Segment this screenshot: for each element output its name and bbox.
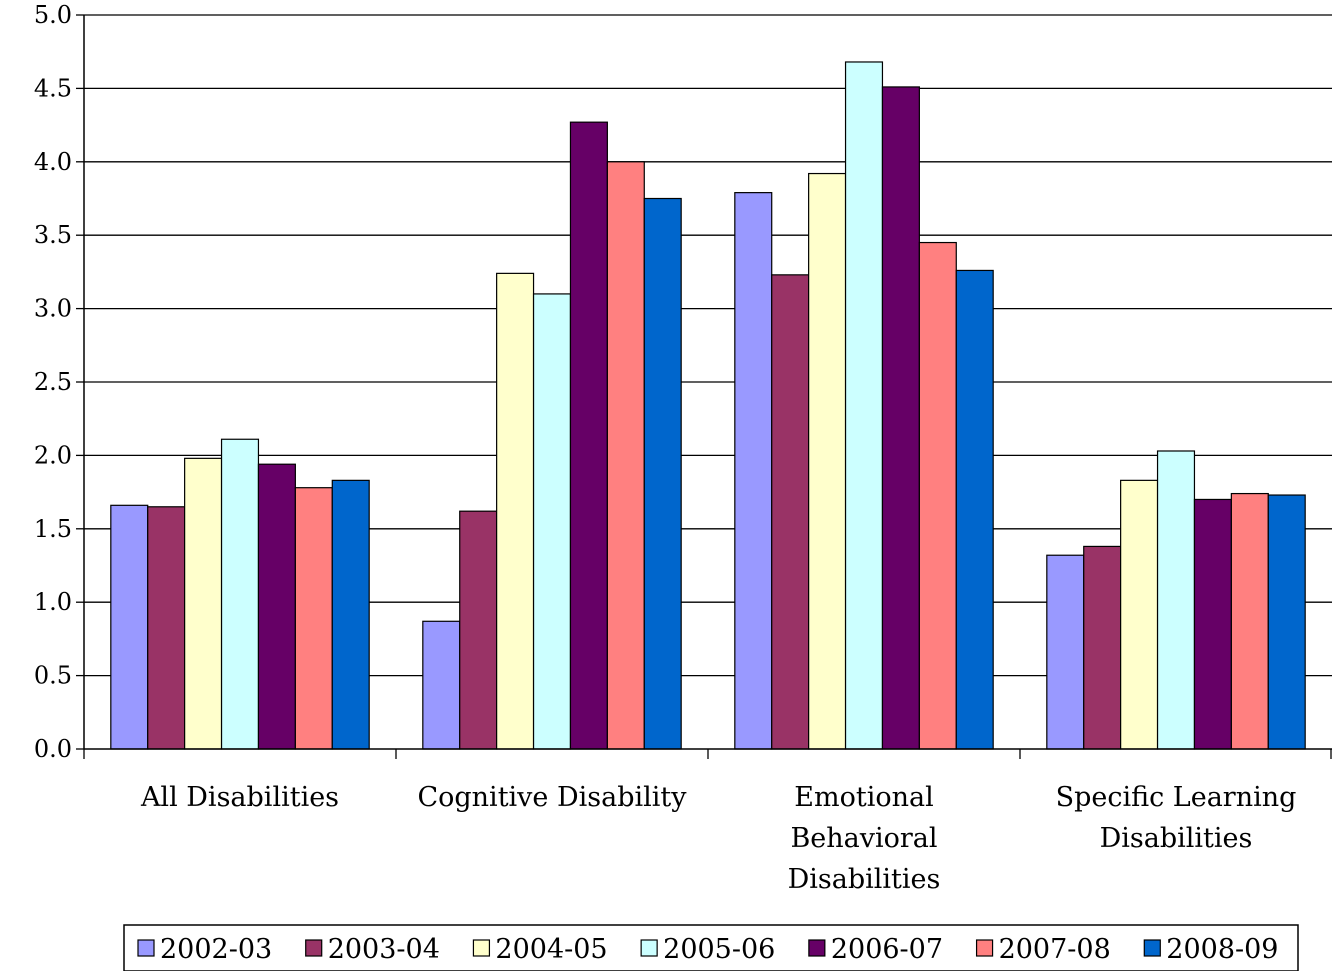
bar-2006-07-2 bbox=[881, 86, 920, 750]
legend-label: 2003-04 bbox=[328, 934, 440, 965]
bar-2004-05-0 bbox=[184, 457, 223, 750]
legend-swatch bbox=[472, 939, 491, 957]
legend: 2002-03 2003-04 2004-05 2005-06 2006-07 2007-… bbox=[123, 924, 1299, 972]
x-category-label: All Disabilities bbox=[140, 782, 339, 813]
legend-label: 2008-09 bbox=[1166, 934, 1278, 965]
legend-label: 2002-03 bbox=[160, 934, 272, 965]
x-category-label: Emotional bbox=[794, 782, 933, 813]
bar-2002-03-3 bbox=[1046, 554, 1085, 750]
bar-2005-06-0 bbox=[220, 438, 260, 750]
bar-2008-09-2 bbox=[955, 269, 994, 750]
x-category-label: Disabilities bbox=[788, 864, 941, 895]
bar-2002-03-2 bbox=[734, 192, 773, 750]
bar-2008-09-0 bbox=[331, 479, 370, 750]
bar-2007-08-1 bbox=[606, 161, 645, 750]
legend-swatch bbox=[1143, 939, 1161, 957]
legend-swatch bbox=[975, 939, 994, 957]
bar-2004-05-2 bbox=[808, 172, 847, 750]
axes: 0.0 0.5 1.0 1.5 2.0 2.5 3.0 3.5 4.0 4.5 5.0 All Dis… bbox=[34, 1, 1332, 895]
y-tick-label: 2.0 bbox=[34, 441, 72, 469]
bar-2002-03-1 bbox=[422, 620, 461, 750]
bar-2008-09-3 bbox=[1267, 494, 1306, 750]
y-tick-label: 0.5 bbox=[34, 662, 72, 690]
y-tick-label: 0.0 bbox=[34, 735, 72, 763]
bar-2004-05-1 bbox=[496, 272, 535, 750]
y-tick-label: 3.5 bbox=[34, 221, 72, 249]
bar-2006-07-0 bbox=[257, 463, 296, 750]
y-tick-label: 1.0 bbox=[34, 588, 72, 616]
legend-label: 2004-05 bbox=[495, 934, 607, 965]
y-tick-label: 4.5 bbox=[34, 74, 72, 102]
bar-2005-06-3 bbox=[1156, 450, 1196, 750]
x-category-label: Cognitive Disability bbox=[417, 782, 687, 813]
bar-2007-08-3 bbox=[1230, 492, 1269, 750]
legend-swatch bbox=[640, 939, 658, 957]
bar-2007-08-2 bbox=[918, 241, 957, 750]
bar-2007-08-0 bbox=[294, 487, 333, 750]
bar-2002-03-0 bbox=[110, 504, 149, 750]
y-tick-label: 3.0 bbox=[34, 295, 72, 323]
bar-2003-04-3 bbox=[1083, 545, 1122, 750]
y-tick-label: 2.5 bbox=[34, 368, 72, 396]
legend-label: 2007-08 bbox=[999, 934, 1111, 965]
bar-2003-04-0 bbox=[147, 506, 186, 750]
bar-2004-05-3 bbox=[1120, 479, 1159, 750]
legend-label: 2005-06 bbox=[663, 934, 775, 965]
x-category-label: Disabilities bbox=[1100, 823, 1253, 854]
bar-2005-06-1 bbox=[532, 293, 572, 750]
x-category-label: Behavioral bbox=[790, 823, 937, 854]
y-tick-label: 1.5 bbox=[34, 515, 72, 543]
legend-swatch bbox=[808, 939, 826, 957]
bars bbox=[110, 61, 1306, 750]
bar-2008-09-1 bbox=[643, 197, 682, 750]
legend-swatch bbox=[137, 939, 155, 957]
bar-2003-04-2 bbox=[771, 274, 810, 750]
bar-2003-04-1 bbox=[459, 510, 498, 750]
y-tick-label: 4.0 bbox=[34, 148, 72, 176]
bar-2006-07-3 bbox=[1193, 498, 1232, 750]
bar-2006-07-1 bbox=[569, 121, 608, 750]
bar-2005-06-2 bbox=[844, 61, 884, 750]
x-category-label: Specific Learning bbox=[1056, 782, 1297, 813]
y-tick-label: 5.0 bbox=[34, 1, 72, 29]
legend-label: 2006-07 bbox=[831, 934, 943, 965]
legend-swatch bbox=[305, 939, 323, 957]
